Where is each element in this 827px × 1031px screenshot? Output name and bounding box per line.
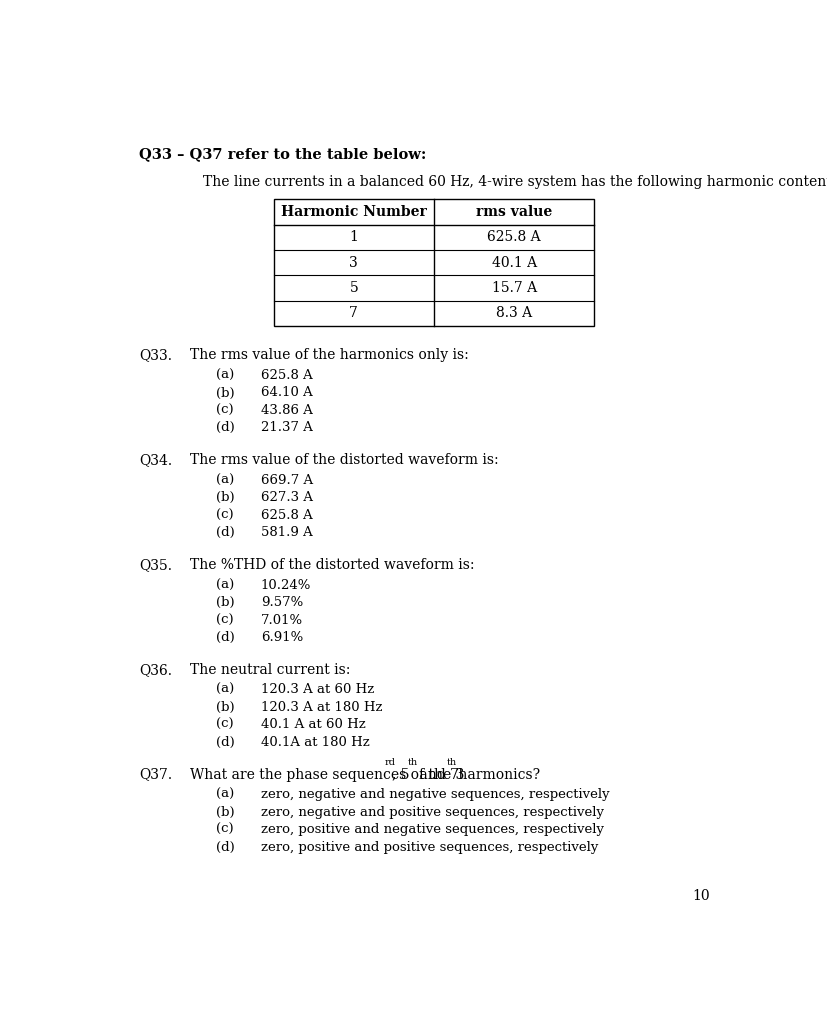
Text: 40.1 A at 60 Hz: 40.1 A at 60 Hz — [261, 719, 365, 731]
Text: (d): (d) — [216, 840, 234, 854]
Text: (d): (d) — [216, 631, 234, 644]
Text: (b): (b) — [216, 701, 234, 713]
Text: 3: 3 — [349, 256, 358, 270]
Text: 9.57%: 9.57% — [261, 596, 303, 609]
Text: (b): (b) — [216, 387, 234, 399]
Text: th: th — [446, 758, 457, 767]
Text: zero, positive and negative sequences, respectively: zero, positive and negative sequences, r… — [261, 823, 603, 836]
Text: The line currents in a balanced 60 Hz, 4-wire system has the following harmonic : The line currents in a balanced 60 Hz, 4… — [203, 175, 827, 190]
Text: Q37.: Q37. — [139, 767, 172, 781]
Text: 40.1 A: 40.1 A — [491, 256, 536, 270]
Text: (c): (c) — [216, 508, 233, 522]
Text: (b): (b) — [216, 492, 234, 504]
Text: (a): (a) — [216, 369, 234, 383]
Text: 10: 10 — [691, 890, 709, 903]
Text: 625.8 A: 625.8 A — [261, 369, 312, 383]
Text: (d): (d) — [216, 422, 234, 434]
Text: 581.9 A: 581.9 A — [261, 526, 312, 539]
Text: 43.86 A: 43.86 A — [261, 404, 313, 417]
Text: (a): (a) — [216, 578, 234, 592]
Text: Q35.: Q35. — [139, 558, 171, 572]
Text: Q34.: Q34. — [139, 454, 172, 467]
Text: (a): (a) — [216, 788, 234, 801]
Text: 120.3 A at 180 Hz: 120.3 A at 180 Hz — [261, 701, 382, 713]
Text: (c): (c) — [216, 719, 233, 731]
Text: What are the phase sequences of the 3: What are the phase sequences of the 3 — [190, 767, 464, 781]
Text: 625.8 A: 625.8 A — [261, 508, 312, 522]
Text: zero, negative and negative sequences, respectively: zero, negative and negative sequences, r… — [261, 788, 609, 801]
Text: rms value: rms value — [476, 205, 552, 219]
Text: 6.91%: 6.91% — [261, 631, 303, 644]
Text: 15.7 A: 15.7 A — [491, 281, 536, 295]
Text: zero, positive and positive sequences, respectively: zero, positive and positive sequences, r… — [261, 840, 597, 854]
Text: 1: 1 — [349, 230, 358, 244]
Text: Q33 – Q37 refer to the table below:: Q33 – Q37 refer to the table below: — [139, 147, 426, 162]
Text: The rms value of the distorted waveform is:: The rms value of the distorted waveform … — [190, 454, 498, 467]
Text: The %THD of the distorted waveform is:: The %THD of the distorted waveform is: — [190, 558, 474, 572]
Text: (c): (c) — [216, 613, 233, 627]
Text: 40.1A at 180 Hz: 40.1A at 180 Hz — [261, 736, 369, 749]
Text: (d): (d) — [216, 526, 234, 539]
Text: (c): (c) — [216, 823, 233, 836]
Text: 64.10 A: 64.10 A — [261, 387, 312, 399]
Text: The neutral current is:: The neutral current is: — [190, 663, 350, 676]
Text: , 5: , 5 — [391, 767, 409, 781]
Text: (c): (c) — [216, 404, 233, 417]
Text: th: th — [408, 758, 418, 767]
Text: 8.3 A: 8.3 A — [495, 306, 532, 321]
Text: and 7: and 7 — [414, 767, 458, 781]
Text: 120.3 A at 60 Hz: 120.3 A at 60 Hz — [261, 684, 374, 696]
Text: 10.24%: 10.24% — [261, 578, 311, 592]
Text: (b): (b) — [216, 805, 234, 819]
Text: 7: 7 — [349, 306, 358, 321]
Text: 7.01%: 7.01% — [261, 613, 303, 627]
Text: 5: 5 — [349, 281, 358, 295]
Text: (b): (b) — [216, 596, 234, 609]
Text: The rms value of the harmonics only is:: The rms value of the harmonics only is: — [190, 348, 468, 362]
Text: 627.3 A: 627.3 A — [261, 492, 313, 504]
Text: 669.7 A: 669.7 A — [261, 474, 313, 487]
Bar — [273, 199, 594, 326]
Text: rd: rd — [385, 758, 395, 767]
Text: (d): (d) — [216, 736, 234, 749]
Text: 21.37 A: 21.37 A — [261, 422, 313, 434]
Text: (a): (a) — [216, 474, 234, 487]
Text: harmonics?: harmonics? — [453, 767, 539, 781]
Text: zero, negative and positive sequences, respectively: zero, negative and positive sequences, r… — [261, 805, 603, 819]
Text: Q33.: Q33. — [139, 348, 171, 362]
Text: Q36.: Q36. — [139, 663, 171, 676]
Text: (a): (a) — [216, 684, 234, 696]
Text: 625.8 A: 625.8 A — [487, 230, 540, 244]
Text: Harmonic Number: Harmonic Number — [280, 205, 426, 219]
